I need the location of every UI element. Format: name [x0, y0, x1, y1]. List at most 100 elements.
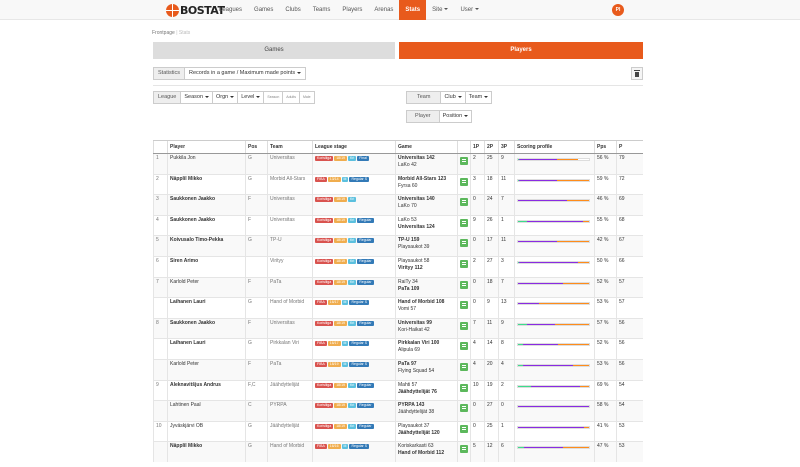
team-link[interactable]: PaTa	[267, 276, 313, 298]
league-stage-badge[interactable]: Kri	[347, 423, 357, 429]
game-team-score[interactable]: PaTa 97	[398, 360, 417, 367]
league-stage-badge[interactable]: 18/19	[334, 258, 347, 264]
league-stage-badge[interactable]: 18/19	[334, 320, 347, 326]
column-header[interactable]: Game	[395, 141, 458, 154]
league-stage-badge[interactable]: Korisliiga	[315, 156, 334, 161]
league-stage-badge[interactable]: Regular	[357, 279, 374, 285]
column-header[interactable]: Scoring profile	[514, 141, 595, 154]
player-link[interactable]: Lahtinen Paal	[167, 400, 246, 422]
game-team-score[interactable]: Fyrsa 60	[398, 182, 418, 189]
game-team-score[interactable]: LaKo 42	[398, 162, 417, 168]
boxscore-icon[interactable]	[460, 301, 468, 310]
league-stage-badge[interactable]: 18/19	[334, 217, 347, 223]
column-header[interactable]: Pps	[594, 141, 617, 154]
column-header[interactable]: Player	[167, 141, 246, 154]
game-team-score[interactable]: Vomi 57	[398, 306, 417, 313]
tab-players[interactable]: Players	[399, 42, 643, 59]
league-stage-badge[interactable]: Regular	[357, 217, 374, 223]
game-team-score[interactable]: Morbid All-Stars 123	[398, 175, 447, 182]
player-link[interactable]: Karlold Peter	[167, 358, 246, 381]
league-stage-badge[interactable]: FIBA	[315, 361, 327, 367]
game-team-score[interactable]: Mahti 57	[398, 381, 418, 388]
nav-dropdown-site[interactable]: Site	[426, 0, 454, 20]
league-stage-badge[interactable]: Korisliiga	[315, 403, 334, 409]
boxscore-icon[interactable]	[460, 177, 468, 186]
team-link[interactable]: Morbid All-Stars	[267, 173, 313, 195]
player-link[interactable]: Laihanen Lauri	[167, 338, 246, 360]
league-stage-badge[interactable]: Final	[357, 156, 369, 161]
league-stage-badge[interactable]: Korisliiga	[315, 382, 334, 388]
game-team-score[interactable]: Hand of Morbid 112	[398, 450, 445, 457]
league-stage-badge[interactable]: Regular	[357, 258, 374, 264]
game-team-score[interactable]: Jäähdyttelijät 120	[398, 429, 440, 436]
league-stage-badge[interactable]: 18/19	[334, 156, 347, 161]
league-stage-badge[interactable]: Korisliiga	[315, 258, 334, 264]
nav-item-games[interactable]: Games	[254, 7, 274, 13]
league-stage-badge[interactable]: Regular S	[349, 444, 370, 450]
breadcrumb-home[interactable]: Frontpage	[152, 30, 175, 36]
game-team-score[interactable]: RaiTy 34	[398, 278, 418, 285]
game-team-score[interactable]: Jäähdyttelijät 76	[398, 388, 437, 395]
league-stage-badge[interactable]: Kri	[347, 197, 357, 203]
player-link[interactable]: Saukkonen Jaakko	[167, 214, 246, 236]
team-link[interactable]: Universitas	[267, 317, 313, 339]
league-stage-badge[interactable]: 18/19	[327, 361, 341, 367]
league-stage-badge[interactable]: Korisliiga	[315, 423, 334, 429]
league-stage-badge[interactable]: 13/14	[327, 176, 341, 182]
league-stage-badge[interactable]: 16/17	[327, 300, 341, 306]
boxscore-icon[interactable]	[460, 280, 468, 289]
league-stage-badge[interactable]: 18/19	[334, 403, 347, 409]
league-stage-badge[interactable]: Kri	[347, 382, 357, 388]
game-team-score[interactable]: Alipula 69	[398, 347, 420, 354]
game-team-score[interactable]: Playsaukot 39	[398, 244, 430, 251]
game-team-score[interactable]: PYRPA 143	[398, 402, 425, 409]
statistics-dropdown[interactable]: Records in a game / Maximum made points	[185, 67, 307, 80]
boxscore-icon[interactable]	[460, 445, 468, 454]
league-stage-badge[interactable]: Kri	[347, 258, 357, 264]
league-stage-badge[interactable]: M	[341, 176, 349, 182]
game-team-score[interactable]: Universitas 142	[398, 155, 435, 161]
team-link[interactable]: Hand of Morbid	[267, 441, 313, 463]
league-stage-badge[interactable]: Regular	[357, 423, 374, 429]
team-link[interactable]: Pirkkalan Viri	[267, 338, 313, 360]
game-team-score[interactable]: Flying Squad 54	[398, 367, 435, 374]
team-link[interactable]: Jäähdyttelijät	[267, 379, 313, 401]
league-stage-badge[interactable]: Regular S	[349, 341, 370, 347]
season-dropdown[interactable]: Season	[181, 91, 214, 104]
league-stage-badge[interactable]: 16/17	[327, 341, 341, 347]
boxscore-icon[interactable]	[460, 383, 468, 392]
boxscore-icon[interactable]	[460, 218, 468, 227]
game-team-score[interactable]: Playsaukot 58	[398, 257, 430, 264]
boxscore-icon[interactable]	[460, 259, 468, 268]
league-stage-badge[interactable]: FIBA	[315, 444, 327, 450]
league-stage-badge[interactable]: Kri	[347, 217, 357, 223]
nav-item-arenas[interactable]: Arenas	[374, 7, 394, 13]
column-header[interactable]: P	[616, 141, 643, 154]
game-team-score[interactable]: Universitas 140	[398, 196, 435, 203]
boxscore-icon[interactable]	[460, 321, 468, 330]
boxscore-icon[interactable]	[460, 362, 468, 371]
team-link[interactable]: PYRPA	[267, 400, 313, 422]
nav-dropdown-user[interactable]: User	[454, 0, 485, 20]
game-team-score[interactable]: Hand of Morbid 108	[398, 299, 445, 306]
club-dropdown[interactable]: Club	[441, 91, 466, 104]
game-team-score[interactable]: Pirkkalan Viri 100	[398, 340, 440, 347]
league-stage-badge[interactable]: 18/19	[334, 197, 347, 203]
level-dropdown[interactable]: Level	[238, 91, 265, 104]
game-team-score[interactable]: PaTa 109	[398, 285, 420, 292]
player-link[interactable]: Karlold Peter	[167, 276, 246, 298]
league-stage-badge[interactable]: 18/19	[334, 238, 347, 244]
player-link[interactable]: Laihanen Lauri	[167, 297, 246, 319]
league-stage-badge[interactable]: M	[341, 300, 349, 306]
team-dropdown[interactable]: Team	[465, 91, 493, 104]
game-team-score[interactable]: TP-U 159	[398, 237, 420, 244]
boxscore-icon[interactable]	[460, 157, 468, 165]
league-stage-badge[interactable]: Regular S	[349, 176, 370, 182]
column-header[interactable]: 2P	[484, 141, 499, 154]
league-stage-badge[interactable]: M	[341, 444, 349, 450]
league-stage-badge[interactable]: 16/16	[327, 444, 341, 450]
male-toggle[interactable]: Male	[300, 91, 315, 104]
league-stage-badge[interactable]: Kri	[347, 403, 357, 409]
team-link[interactable]: Hand of Morbid	[267, 297, 313, 319]
player-link[interactable]: Aleknavitšjus Andrus	[167, 379, 246, 401]
